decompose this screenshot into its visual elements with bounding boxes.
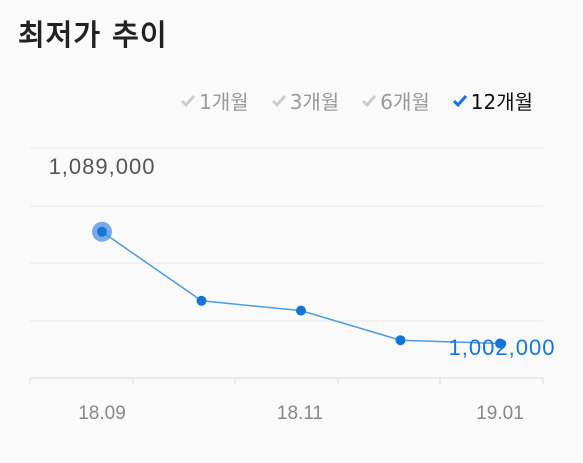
tab-label: 1개월: [199, 90, 249, 114]
data-point: [196, 295, 207, 306]
data-point: [495, 338, 505, 349]
data-point: [97, 226, 107, 237]
data-point: [395, 335, 406, 346]
max-price-label: 1,089,000: [49, 154, 156, 179]
tab-label: 6개월: [380, 90, 430, 114]
x-tick-label: 19.01: [476, 403, 524, 424]
tab-12-month[interactable]: 12개월: [452, 86, 533, 115]
check-icon: [452, 94, 467, 107]
check-icon: [362, 94, 377, 107]
period-tabs: 1개월 3개월 6개월 12개월: [180, 86, 533, 115]
min-price-label: 1,002,000: [449, 335, 556, 360]
x-tick-label: 18.11: [277, 403, 323, 424]
tab-1-month[interactable]: 1개월: [180, 86, 249, 115]
series-line: [101, 231, 501, 345]
check-icon: [181, 94, 196, 107]
tab-label: 3개월: [289, 90, 340, 114]
tab-3-month[interactable]: 3개월: [271, 86, 340, 115]
data-point: [296, 305, 306, 316]
check-icon: [271, 94, 286, 107]
x-tick-label: 18.09: [78, 403, 126, 424]
tab-6-month[interactable]: 6개월: [361, 86, 430, 115]
tab-label: 12개월: [470, 90, 533, 114]
page-title: 최저가 추이: [18, 18, 168, 52]
